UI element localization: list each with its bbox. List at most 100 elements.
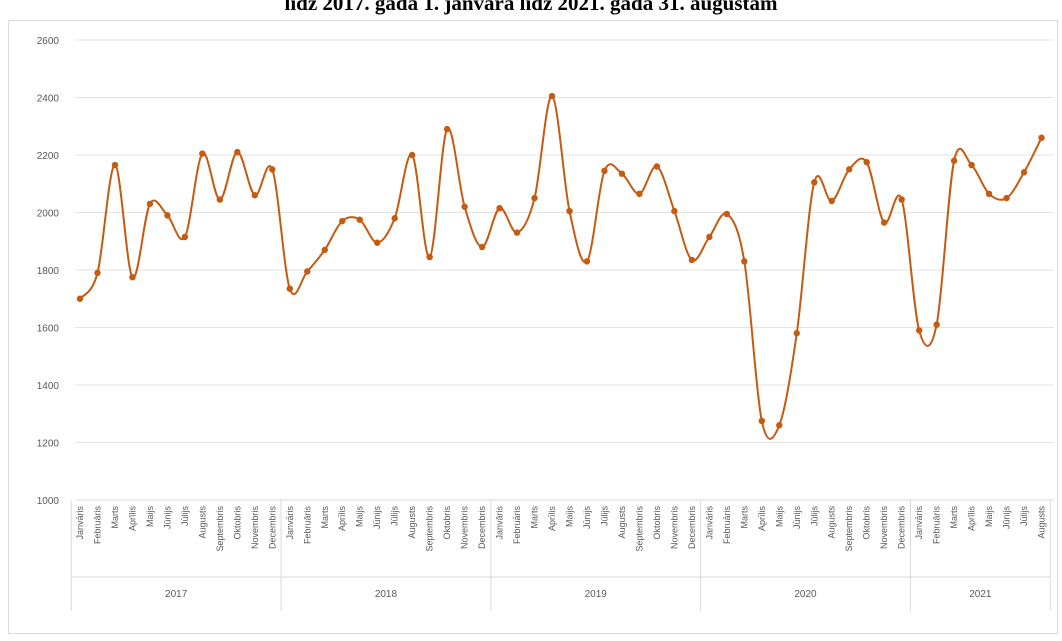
x-tick-label: Augusts bbox=[827, 506, 837, 539]
x-tick-label: Jūnijs bbox=[582, 506, 592, 530]
x-tick-label: Janvāris bbox=[75, 506, 85, 540]
x-tick-label: Jūlijs bbox=[390, 506, 400, 527]
data-point bbox=[304, 268, 311, 275]
data-point bbox=[828, 197, 835, 205]
data-point bbox=[269, 166, 276, 173]
data-point bbox=[1003, 194, 1010, 202]
data-point bbox=[863, 158, 870, 166]
y-tick-label: 1200 bbox=[37, 439, 60, 450]
x-tick-label: Novembris bbox=[460, 506, 470, 550]
x-tick-label: Jūlijs bbox=[1019, 506, 1029, 527]
x-tick-label: Jūnijs bbox=[792, 506, 802, 530]
x-tick-label: Jūlijs bbox=[809, 506, 819, 527]
data-point bbox=[321, 246, 328, 254]
x-tick-label: Maijs bbox=[565, 506, 575, 528]
x-tick-label: Oktobris bbox=[652, 506, 662, 540]
x-tick-label: Maijs bbox=[774, 506, 784, 528]
y-tick-label: 1600 bbox=[37, 324, 60, 335]
data-point bbox=[1038, 134, 1045, 141]
x-tick-label: Februāris bbox=[512, 506, 522, 545]
data-point bbox=[391, 215, 398, 222]
x-tick-label: Maijs bbox=[355, 506, 365, 528]
data-point bbox=[566, 207, 573, 215]
data-point bbox=[811, 179, 818, 186]
x-tick-label: Decembris bbox=[897, 506, 907, 550]
x-tick-label: Februāris bbox=[932, 506, 942, 545]
data-point bbox=[286, 285, 293, 292]
data-point bbox=[601, 167, 608, 175]
x-tick-label: Oktobris bbox=[862, 506, 872, 540]
x-tick-label: Septembris bbox=[844, 506, 854, 552]
x-tick-label: Maijs bbox=[145, 506, 155, 528]
year-group-label: 2017 bbox=[165, 589, 188, 600]
x-tick-label: Aprīlis bbox=[337, 506, 347, 532]
data-point bbox=[443, 125, 451, 133]
data-point bbox=[548, 92, 556, 100]
line-chart: 1000 1200 1400 1600 1800 2000 2200 2400 2600 Jan… bbox=[37, 36, 1054, 611]
x-tick-label: Septembris bbox=[215, 506, 225, 552]
x-axis: Janvāris Februāris Marts Aprīlis Maijs Jūnijs… bbox=[70, 499, 1054, 611]
series-line bbox=[79, 95, 1043, 440]
year-group-label: 2021 bbox=[969, 589, 992, 600]
x-tick-label: Novembris bbox=[250, 506, 260, 550]
x-tick-label: Septembris bbox=[425, 506, 435, 552]
x-tick-label: Janvāris bbox=[914, 506, 924, 540]
data-point bbox=[583, 258, 591, 265]
data-point bbox=[723, 210, 731, 218]
x-tick-label: Aprīlis bbox=[547, 506, 557, 532]
x-tick-label: Augusts bbox=[617, 506, 627, 539]
data-point bbox=[880, 219, 888, 226]
x-tick-label: Jūnijs bbox=[162, 506, 172, 530]
data-point bbox=[531, 194, 538, 202]
y-tick-label: 1400 bbox=[37, 381, 60, 392]
data-point bbox=[618, 170, 626, 177]
x-tick-label: Decembris bbox=[687, 506, 697, 550]
data-point bbox=[408, 151, 416, 159]
data-markers bbox=[76, 92, 1045, 429]
y-tick-label: 2200 bbox=[37, 151, 60, 162]
x-tick-label: Janvāris bbox=[285, 506, 295, 540]
data-point bbox=[985, 190, 993, 198]
x-tick-label: Jūnijs bbox=[372, 506, 382, 530]
data-point bbox=[776, 422, 783, 429]
data-point bbox=[356, 216, 363, 223]
x-tick-label: Aprīlis bbox=[967, 506, 977, 532]
x-tick-label: Februāris bbox=[722, 506, 732, 545]
y-axis: 1000 1200 1400 1600 1800 2000 2200 2400 2600 bbox=[37, 36, 60, 507]
data-point bbox=[653, 163, 661, 170]
x-tick-label: Marts bbox=[949, 506, 959, 529]
data-point bbox=[706, 233, 713, 241]
y-tick-label: 2400 bbox=[37, 94, 60, 105]
x-tick-label: Februāris bbox=[92, 506, 102, 545]
data-point bbox=[688, 256, 696, 264]
x-tick-label: Augusts bbox=[407, 506, 417, 539]
data-point bbox=[636, 190, 643, 198]
data-point bbox=[426, 253, 433, 261]
data-point bbox=[671, 207, 678, 215]
data-point bbox=[478, 243, 486, 251]
data-point bbox=[373, 239, 381, 246]
x-tick-label: Septembris bbox=[634, 506, 644, 552]
x-tick-label: Maijs bbox=[984, 506, 994, 528]
data-point bbox=[181, 233, 189, 241]
year-group-label: 2018 bbox=[375, 589, 398, 600]
x-tick-label: Marts bbox=[110, 506, 120, 529]
x-tick-label: Marts bbox=[530, 506, 540, 529]
year-group-label: 2020 bbox=[794, 589, 817, 600]
data-point bbox=[496, 204, 503, 212]
chart-title: līdz 2017. gada 1. janvāra līdz 2021. ga… bbox=[284, 0, 778, 15]
x-tick-label: Marts bbox=[739, 506, 749, 529]
x-tick-label: Oktobris bbox=[232, 506, 242, 540]
data-point bbox=[1020, 169, 1028, 176]
data-point bbox=[461, 203, 468, 210]
x-tick-label: Augusts bbox=[197, 506, 207, 539]
x-tick-label: Februāris bbox=[302, 506, 312, 545]
data-point bbox=[758, 417, 766, 425]
data-point bbox=[146, 200, 154, 208]
data-point bbox=[76, 295, 84, 302]
data-point bbox=[234, 148, 241, 156]
data-point bbox=[915, 327, 923, 334]
x-tick-label: Jūlijs bbox=[599, 506, 609, 527]
data-point bbox=[968, 161, 975, 169]
data-point bbox=[251, 192, 259, 199]
